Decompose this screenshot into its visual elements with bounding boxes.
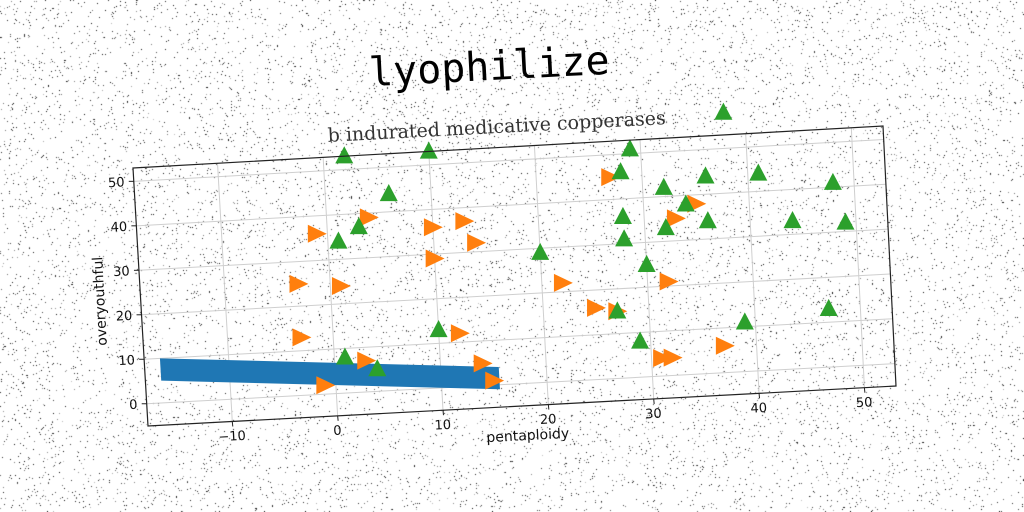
green-triangle-marker	[615, 229, 634, 247]
x-tick-label: 50	[856, 395, 873, 411]
x-tick-mark	[653, 398, 655, 405]
orange-triangle-marker	[473, 354, 493, 373]
green-triangle-marker	[531, 242, 550, 260]
green-triangle-marker	[749, 163, 768, 181]
x-tick-mark	[337, 415, 339, 421]
green-triangle-marker	[676, 194, 695, 212]
orange-triangle-marker	[653, 349, 673, 368]
grid-line-x	[850, 127, 865, 388]
green-triangle-marker	[613, 206, 632, 224]
grid-line-y	[141, 273, 891, 316]
green-triangle-marker	[823, 172, 842, 190]
green-triangle-marker	[654, 177, 673, 195]
orange-triangle-marker	[331, 277, 351, 296]
orange-triangle-marker	[467, 233, 487, 252]
axes-frame	[132, 125, 897, 427]
orange-triangle-marker	[423, 218, 443, 237]
band-area	[159, 358, 500, 390]
orange-triangle-marker	[553, 273, 573, 292]
orange-triangle-marker	[601, 168, 621, 187]
orange-triangle-marker	[455, 212, 475, 231]
x-axis-label: pentaploidy	[486, 426, 570, 446]
x-tick-mark	[547, 404, 550, 410]
orange-triangle-marker	[425, 249, 445, 268]
orange-triangle-marker	[659, 272, 679, 291]
green-triangle-marker	[349, 217, 368, 235]
grid-line-y	[144, 318, 893, 360]
green-triangle-marker	[335, 347, 354, 365]
orange-triangle-marker	[292, 328, 312, 347]
grid-line-y	[146, 363, 895, 405]
orange-triangle-marker	[666, 209, 686, 228]
points-layer	[289, 102, 855, 395]
grid-line-x	[745, 133, 760, 394]
orange-triangle-marker	[715, 336, 735, 355]
y-tick-label: 40	[110, 220, 127, 236]
y-tick-label: 30	[113, 264, 130, 280]
y-tick-label: 0	[129, 398, 138, 413]
orange-triangle-marker	[587, 298, 606, 317]
chart-title: lyophilize	[368, 38, 611, 97]
green-triangle-marker	[608, 301, 627, 319]
green-triangle-marker	[379, 184, 398, 202]
green-triangle-marker	[611, 162, 630, 180]
green-triangle-marker	[419, 141, 438, 159]
x-tick-label: 40	[750, 401, 767, 417]
orange-triangle-marker	[663, 348, 683, 367]
green-triangle-marker	[783, 210, 802, 229]
orange-triangle-marker	[289, 274, 309, 293]
green-triangle-marker	[368, 359, 387, 377]
y-tick-labels: 0 10 20 30 40 50	[108, 175, 147, 413]
plot-area: −10 0 10 20 30 40 50 0 10 20 30 40 50 pentaploidy o…	[90, 102, 897, 446]
orange-triangle-marker	[450, 324, 470, 343]
band-layer	[159, 358, 500, 390]
green-triangle-marker	[335, 146, 354, 164]
orange-triangle-marker	[359, 208, 379, 227]
x-tick-label: −10	[218, 429, 246, 445]
grid-line-y	[133, 138, 884, 182]
x-tick-mark	[758, 393, 761, 399]
x-tick-mark	[863, 387, 866, 393]
green-triangle-marker	[696, 166, 715, 184]
x-tick-mark	[231, 421, 234, 427]
green-triangle-marker	[637, 254, 656, 273]
x-tick-labels: −10 0 10 20 30 40 50	[218, 387, 873, 445]
green-triangle-marker	[819, 298, 838, 316]
x-tick-label: 10	[434, 418, 451, 434]
green-triangle-marker	[620, 139, 639, 157]
orange-triangle-marker	[357, 351, 377, 370]
green-triangle-marker	[698, 211, 717, 229]
green-triangle-marker	[329, 231, 348, 249]
y-tick-label: 20	[115, 309, 132, 325]
y-tick-label: 50	[108, 175, 125, 191]
grid-line-y	[136, 183, 886, 227]
grid-line-x	[217, 163, 233, 422]
green-triangle-marker	[735, 312, 754, 330]
y-tick-label: 10	[118, 353, 135, 369]
x-tick-label: 0	[333, 424, 342, 439]
orange-triangle-marker	[485, 371, 505, 390]
orange-triangle-marker	[307, 224, 327, 243]
grid-line-x	[533, 145, 549, 405]
axes-border	[132, 125, 897, 427]
green-triangle-marker	[714, 102, 733, 120]
green-triangle-marker	[429, 320, 448, 338]
orange-triangle-marker	[316, 376, 336, 395]
grid-line-y	[138, 228, 889, 271]
x-tick-label: 30	[645, 407, 662, 423]
green-triangle-marker	[656, 217, 675, 236]
x-tick-label: 20	[540, 412, 557, 428]
y-axis-label: overyouthful	[90, 256, 111, 346]
green-triangle-marker	[836, 212, 855, 230]
x-tick-mark	[442, 410, 444, 416]
grid-lines	[133, 127, 895, 422]
green-triangle-marker	[631, 331, 650, 349]
